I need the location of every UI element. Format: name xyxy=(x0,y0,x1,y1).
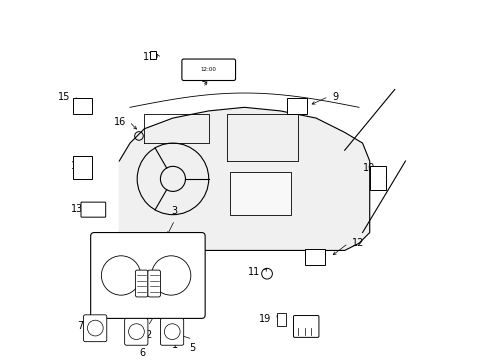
Text: 5: 5 xyxy=(189,343,195,353)
Text: 10: 10 xyxy=(362,163,374,173)
FancyBboxPatch shape xyxy=(73,98,92,114)
FancyBboxPatch shape xyxy=(147,270,160,297)
Polygon shape xyxy=(119,107,369,251)
FancyBboxPatch shape xyxy=(73,156,92,179)
Text: 6: 6 xyxy=(139,348,145,358)
Text: 1: 1 xyxy=(171,340,178,350)
FancyBboxPatch shape xyxy=(287,98,306,114)
FancyBboxPatch shape xyxy=(83,315,106,342)
Text: 2: 2 xyxy=(144,330,151,340)
Text: 13: 13 xyxy=(71,204,83,214)
Text: 12: 12 xyxy=(351,238,364,248)
FancyBboxPatch shape xyxy=(293,316,318,337)
FancyBboxPatch shape xyxy=(369,166,385,190)
Text: 16: 16 xyxy=(113,117,125,127)
Text: 14: 14 xyxy=(71,161,83,171)
Text: 12:00: 12:00 xyxy=(201,67,216,72)
Text: 8: 8 xyxy=(200,74,206,84)
FancyBboxPatch shape xyxy=(81,202,105,217)
FancyBboxPatch shape xyxy=(230,172,290,215)
FancyBboxPatch shape xyxy=(135,270,147,297)
Text: 15: 15 xyxy=(58,91,70,102)
FancyBboxPatch shape xyxy=(90,233,205,318)
Text: 4: 4 xyxy=(100,276,105,286)
FancyBboxPatch shape xyxy=(124,318,147,345)
FancyBboxPatch shape xyxy=(160,318,183,345)
Text: 11: 11 xyxy=(248,267,260,277)
Text: 17: 17 xyxy=(142,52,155,62)
Text: 7: 7 xyxy=(77,320,83,330)
Text: 19: 19 xyxy=(259,314,271,324)
Text: 3: 3 xyxy=(171,206,178,216)
Text: 9: 9 xyxy=(331,91,338,102)
Text: 18: 18 xyxy=(298,317,310,327)
FancyBboxPatch shape xyxy=(149,51,156,59)
FancyBboxPatch shape xyxy=(305,249,325,265)
FancyBboxPatch shape xyxy=(276,313,285,325)
FancyBboxPatch shape xyxy=(182,59,235,81)
